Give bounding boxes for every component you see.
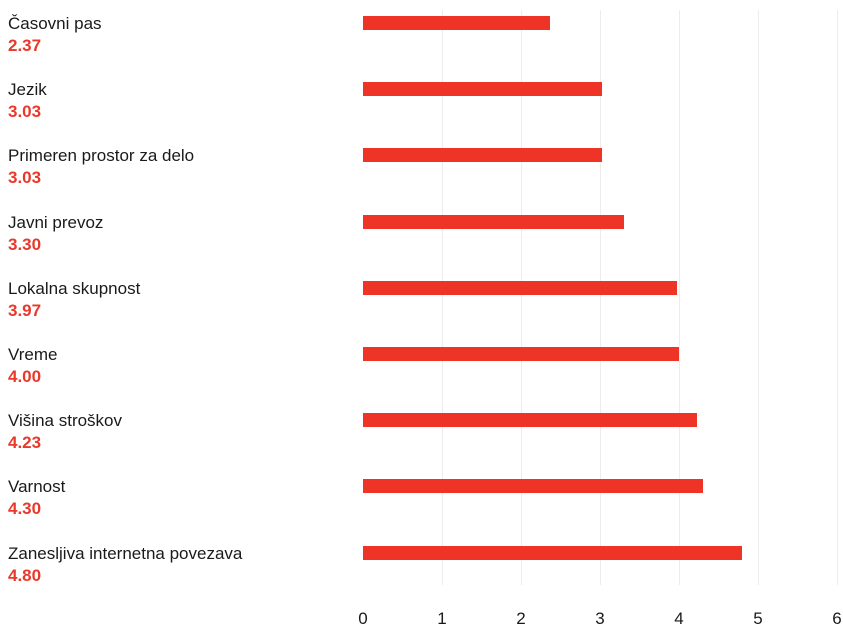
bar [363,281,677,295]
bar [363,16,550,30]
value-label: 2.37 [8,36,42,55]
bar [363,82,602,96]
value-label: 3.97 [8,301,42,320]
value-label: 4.23 [8,433,42,452]
x-tick-label: 1 [437,609,447,628]
category-label: Primeren prostor za delo [8,146,195,165]
bar [363,413,697,427]
category-label: Jezik [8,80,47,99]
x-tick-label: 3 [595,609,605,628]
value-label: 4.80 [8,566,42,585]
category-label: Vreme [8,345,58,364]
x-tick-label: 5 [753,609,763,628]
gridline [600,10,601,585]
category-label: Lokalna skupnost [8,279,141,298]
value-label: 3.03 [8,102,42,121]
bar [363,546,742,560]
gridline [521,10,522,585]
x-tick-label: 2 [516,609,526,628]
gridline [442,10,443,585]
category-label: Javni prevoz [8,213,104,232]
value-label: 4.00 [8,367,42,386]
bar [363,148,602,162]
category-label: Zanesljiva internetna povezava [8,544,243,563]
bar [363,215,624,229]
x-tick-label: 0 [358,609,368,628]
value-label: 3.03 [8,168,42,187]
gridline [758,10,759,585]
category-label: Varnost [8,477,66,496]
bar [363,479,703,493]
category-label: Višina stroškov [8,411,123,430]
x-tick-label: 6 [832,609,842,628]
bar [363,347,679,361]
x-tick-label: 4 [674,609,684,628]
gridline [679,10,680,585]
category-label: Časovni pas [8,14,102,33]
value-label: 4.30 [8,499,42,518]
gridline [837,10,838,585]
value-label: 3.30 [8,235,42,254]
